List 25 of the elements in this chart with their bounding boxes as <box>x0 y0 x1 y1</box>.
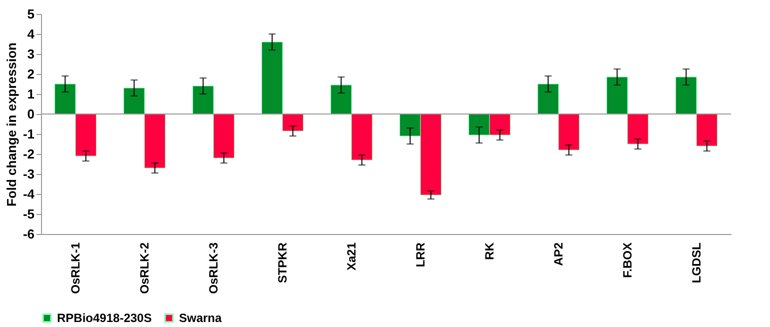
x-tick-label: AP2 <box>552 242 566 266</box>
y-tick-label: -6 <box>22 226 34 242</box>
y-tick-label: 5 <box>27 6 34 22</box>
y-tick-label: -1 <box>22 126 34 142</box>
y-tick-label: 3 <box>27 46 34 62</box>
y-tick-label: -4 <box>22 186 36 202</box>
y-tick-label: -3 <box>22 166 34 182</box>
y-tick-label: 1 <box>27 86 34 102</box>
x-tick-label: LGDSL <box>690 242 704 284</box>
y-axis-title: Fold change in expression <box>4 42 19 206</box>
x-tick-label: STPKR <box>276 242 290 284</box>
x-tick-label: Xa21 <box>344 242 358 271</box>
x-tick-label: OsRLK-2 <box>138 242 152 294</box>
x-tick-label: LRR <box>414 242 428 268</box>
y-tick-label: -2 <box>22 146 34 162</box>
y-tick-label: -5 <box>22 206 34 222</box>
x-tick-label: OsRLK-3 <box>206 242 220 294</box>
x-tick-label: F.BOX <box>620 242 634 278</box>
y-tick-label: 0 <box>27 106 34 122</box>
x-tick-label: RK <box>482 242 496 260</box>
y-tick-label: 4 <box>27 26 36 42</box>
legend-label: Swarna <box>179 311 222 326</box>
legend-label: RPBio4918-230S <box>57 311 152 326</box>
x-tick-label: OsRLK-1 <box>68 242 82 294</box>
y-tick-label: 2 <box>27 66 34 82</box>
